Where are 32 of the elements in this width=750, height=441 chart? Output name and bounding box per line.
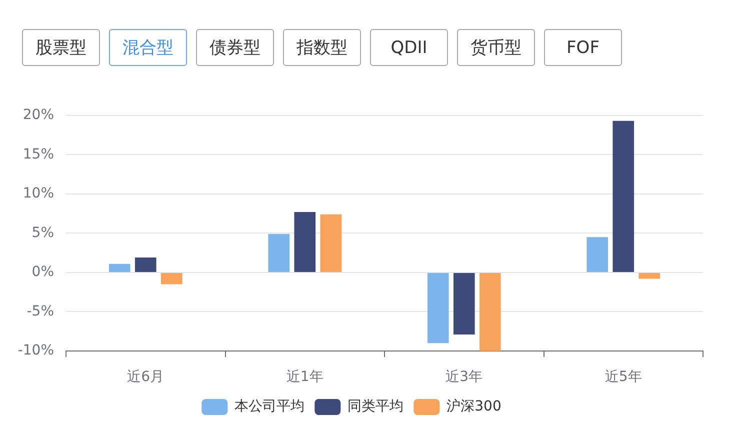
y-tick-label: 5% <box>32 224 54 241</box>
bar <box>586 237 608 272</box>
legend-label: 本公司平均 <box>234 398 305 415</box>
bar <box>612 120 634 272</box>
bar <box>108 264 130 272</box>
y-tick-label: -10% <box>18 342 54 359</box>
bar <box>294 212 316 272</box>
bar <box>638 272 660 279</box>
legend-label: 沪深300 <box>446 398 502 415</box>
tab-button[interactable]: 债券型 <box>196 29 274 66</box>
y-tick-label: 0% <box>32 264 54 280</box>
y-tick-label: 15% <box>22 146 54 162</box>
bar <box>453 272 475 335</box>
bar <box>268 234 290 272</box>
x-tick-label: 近5年 <box>604 369 642 386</box>
bar <box>134 258 156 272</box>
bar <box>320 214 342 272</box>
tab-button[interactable]: 货币型 <box>457 29 535 66</box>
tab-button[interactable]: 指数型 <box>283 29 361 66</box>
bar <box>479 272 501 351</box>
x-tick-label: 近3年 <box>446 369 483 386</box>
tab-button[interactable]: FOF <box>544 29 622 66</box>
legend-label: 同类平均 <box>348 398 404 415</box>
x-tick-label: 近6月 <box>127 369 164 386</box>
tab-button[interactable]: 股票型 <box>22 29 100 66</box>
y-tick-label: 10% <box>22 186 54 202</box>
tab-button[interactable]: QDII <box>370 29 448 66</box>
y-tick-label: 20% <box>22 107 54 124</box>
bar <box>427 272 449 344</box>
bar <box>160 272 182 284</box>
x-tick-label: 近1年 <box>286 369 324 386</box>
y-tick-label: -5% <box>26 303 54 320</box>
